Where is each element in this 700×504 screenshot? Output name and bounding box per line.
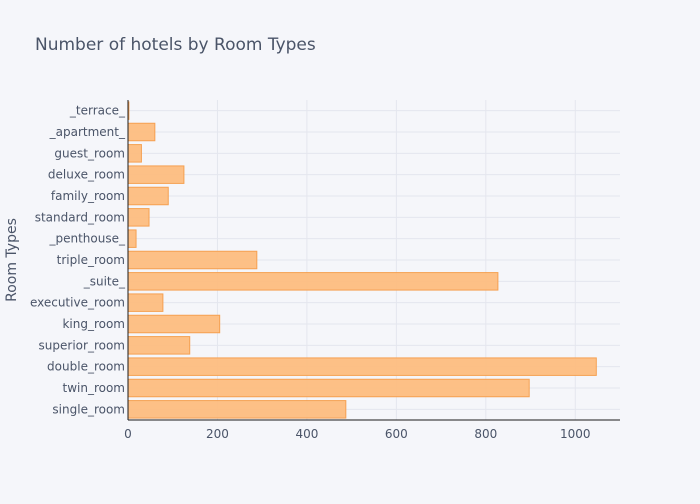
x-tick-label: 600 — [385, 427, 408, 441]
bar — [127, 378, 530, 398]
y-axis-title: Room Types — [4, 218, 20, 302]
y-tick-label: guest_room — [54, 146, 125, 160]
y-tick-label: executive_room — [30, 296, 125, 310]
bar — [127, 122, 156, 142]
y-tick-label: _suite_ — [83, 274, 126, 288]
x-tick-label: 1000 — [560, 427, 591, 441]
y-tick-label: deluxe_room — [48, 168, 125, 182]
bar — [127, 400, 347, 419]
bar — [127, 272, 499, 291]
x-tick-label: 800 — [474, 427, 497, 441]
bar — [127, 165, 185, 184]
x-tick-label: 0 — [124, 427, 132, 441]
axes — [127, 100, 620, 421]
x-tick-label: 400 — [295, 427, 318, 441]
bar — [127, 336, 191, 355]
y-tick-label: twin_room — [62, 381, 125, 395]
y-tick-label: triple_room — [57, 253, 125, 267]
chart-title: Number of hotels by Room Types — [35, 35, 316, 55]
y-tick-label: double_room — [47, 360, 125, 374]
bar — [127, 314, 221, 334]
y-tick-label: _terrace_ — [69, 104, 126, 118]
bars — [127, 101, 597, 419]
tick-labels: 0 200 400 600 800 1000 _terrace_ _apartment_gue… — [30, 104, 591, 441]
bar — [127, 208, 150, 227]
x-tick-label: 200 — [206, 427, 229, 441]
bar — [127, 144, 142, 163]
bar — [127, 293, 164, 312]
bar — [127, 186, 169, 206]
y-tick-label: _penthouse_ — [49, 232, 126, 246]
y-tick-label: king_room — [62, 317, 125, 331]
bar — [127, 357, 597, 376]
y-tick-label: _apartment_ — [49, 125, 126, 139]
bar — [127, 250, 258, 270]
bar — [127, 229, 137, 248]
y-tick-label: family_room — [51, 189, 125, 203]
y-tick-label: superior_room — [39, 338, 125, 352]
y-tick-label: single_room — [52, 402, 125, 416]
y-tick-label: standard_room — [35, 210, 125, 224]
